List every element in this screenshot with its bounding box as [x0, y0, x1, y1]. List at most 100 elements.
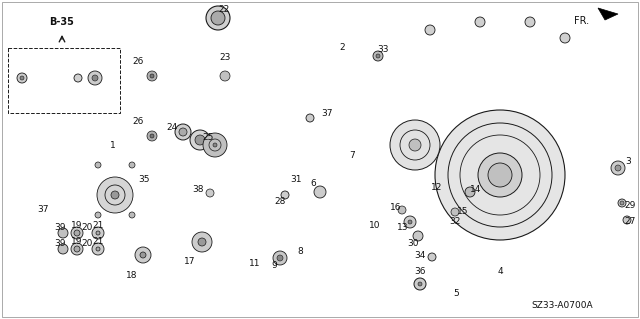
- Text: 34: 34: [414, 250, 426, 259]
- Polygon shape: [141, 125, 162, 148]
- Circle shape: [620, 201, 624, 205]
- Circle shape: [129, 162, 135, 168]
- Circle shape: [281, 191, 289, 199]
- Circle shape: [150, 74, 154, 78]
- Text: 30: 30: [407, 239, 419, 248]
- Circle shape: [560, 33, 570, 43]
- Circle shape: [611, 161, 625, 175]
- Text: 1: 1: [110, 140, 116, 150]
- Text: 20: 20: [81, 240, 93, 249]
- Text: B-35: B-35: [49, 17, 74, 27]
- Text: 26: 26: [132, 57, 144, 66]
- Circle shape: [408, 220, 412, 224]
- Polygon shape: [88, 150, 145, 238]
- Circle shape: [198, 238, 206, 246]
- Text: 19: 19: [71, 238, 83, 247]
- Text: 5: 5: [453, 290, 459, 299]
- Circle shape: [373, 51, 383, 61]
- Text: 25: 25: [202, 133, 214, 143]
- Text: 19: 19: [71, 221, 83, 231]
- Circle shape: [213, 143, 217, 147]
- Text: 22: 22: [218, 5, 230, 14]
- Polygon shape: [141, 65, 162, 88]
- Text: 6: 6: [310, 179, 316, 188]
- Circle shape: [618, 199, 626, 207]
- Text: 35: 35: [138, 175, 150, 184]
- Text: 4: 4: [497, 268, 503, 277]
- Circle shape: [147, 131, 157, 141]
- Text: 3: 3: [625, 158, 631, 167]
- Circle shape: [95, 162, 101, 168]
- Polygon shape: [600, 150, 635, 190]
- Text: FR.: FR.: [574, 16, 589, 26]
- Polygon shape: [252, 235, 282, 260]
- Circle shape: [95, 212, 101, 218]
- Text: 39: 39: [54, 224, 66, 233]
- Text: 23: 23: [220, 54, 230, 63]
- Circle shape: [20, 76, 24, 80]
- Text: 8: 8: [297, 248, 303, 256]
- Polygon shape: [168, 108, 245, 178]
- Circle shape: [390, 120, 440, 170]
- Circle shape: [475, 17, 485, 27]
- Circle shape: [220, 71, 230, 81]
- Text: 21: 21: [92, 221, 104, 231]
- Circle shape: [74, 246, 80, 252]
- Circle shape: [203, 133, 227, 157]
- Polygon shape: [208, 62, 240, 90]
- Circle shape: [428, 253, 436, 261]
- Circle shape: [451, 208, 459, 216]
- Circle shape: [92, 75, 98, 81]
- Circle shape: [71, 243, 83, 255]
- Text: 15: 15: [457, 207, 468, 217]
- Text: 21: 21: [92, 238, 104, 247]
- Text: 18: 18: [126, 271, 138, 280]
- Text: 2: 2: [339, 43, 345, 53]
- Polygon shape: [118, 240, 168, 270]
- Text: 10: 10: [369, 220, 381, 229]
- Bar: [140, 60, 315, 205]
- Circle shape: [425, 25, 435, 35]
- Text: 20: 20: [81, 224, 93, 233]
- Polygon shape: [598, 8, 618, 20]
- Circle shape: [17, 73, 27, 83]
- Circle shape: [398, 206, 406, 214]
- Text: 33: 33: [377, 46, 388, 55]
- Polygon shape: [395, 15, 590, 55]
- Circle shape: [92, 243, 104, 255]
- Circle shape: [478, 153, 522, 197]
- Circle shape: [206, 6, 230, 30]
- Circle shape: [525, 17, 535, 27]
- Circle shape: [135, 247, 151, 263]
- Text: 24: 24: [166, 123, 178, 132]
- Circle shape: [277, 255, 283, 261]
- Polygon shape: [382, 160, 410, 185]
- Text: 29: 29: [624, 201, 636, 210]
- Circle shape: [418, 282, 422, 286]
- Circle shape: [306, 114, 314, 122]
- Circle shape: [150, 134, 154, 138]
- Circle shape: [435, 110, 565, 240]
- Circle shape: [488, 163, 512, 187]
- Polygon shape: [292, 228, 325, 248]
- Circle shape: [175, 124, 191, 140]
- Bar: [410, 278, 430, 290]
- Circle shape: [195, 135, 205, 145]
- Circle shape: [58, 228, 68, 238]
- Text: 14: 14: [470, 186, 482, 195]
- Text: 37: 37: [37, 205, 49, 214]
- Text: 38: 38: [192, 186, 204, 195]
- Text: 32: 32: [449, 218, 461, 226]
- Text: 17: 17: [184, 257, 196, 266]
- Polygon shape: [385, 15, 595, 278]
- Circle shape: [465, 187, 475, 197]
- Circle shape: [74, 74, 82, 82]
- Circle shape: [623, 216, 631, 224]
- Circle shape: [211, 11, 225, 25]
- Circle shape: [147, 71, 157, 81]
- Polygon shape: [328, 155, 362, 175]
- Text: SZ33-A0700A: SZ33-A0700A: [531, 300, 593, 309]
- Circle shape: [414, 278, 426, 290]
- Circle shape: [92, 227, 104, 239]
- Circle shape: [376, 54, 380, 58]
